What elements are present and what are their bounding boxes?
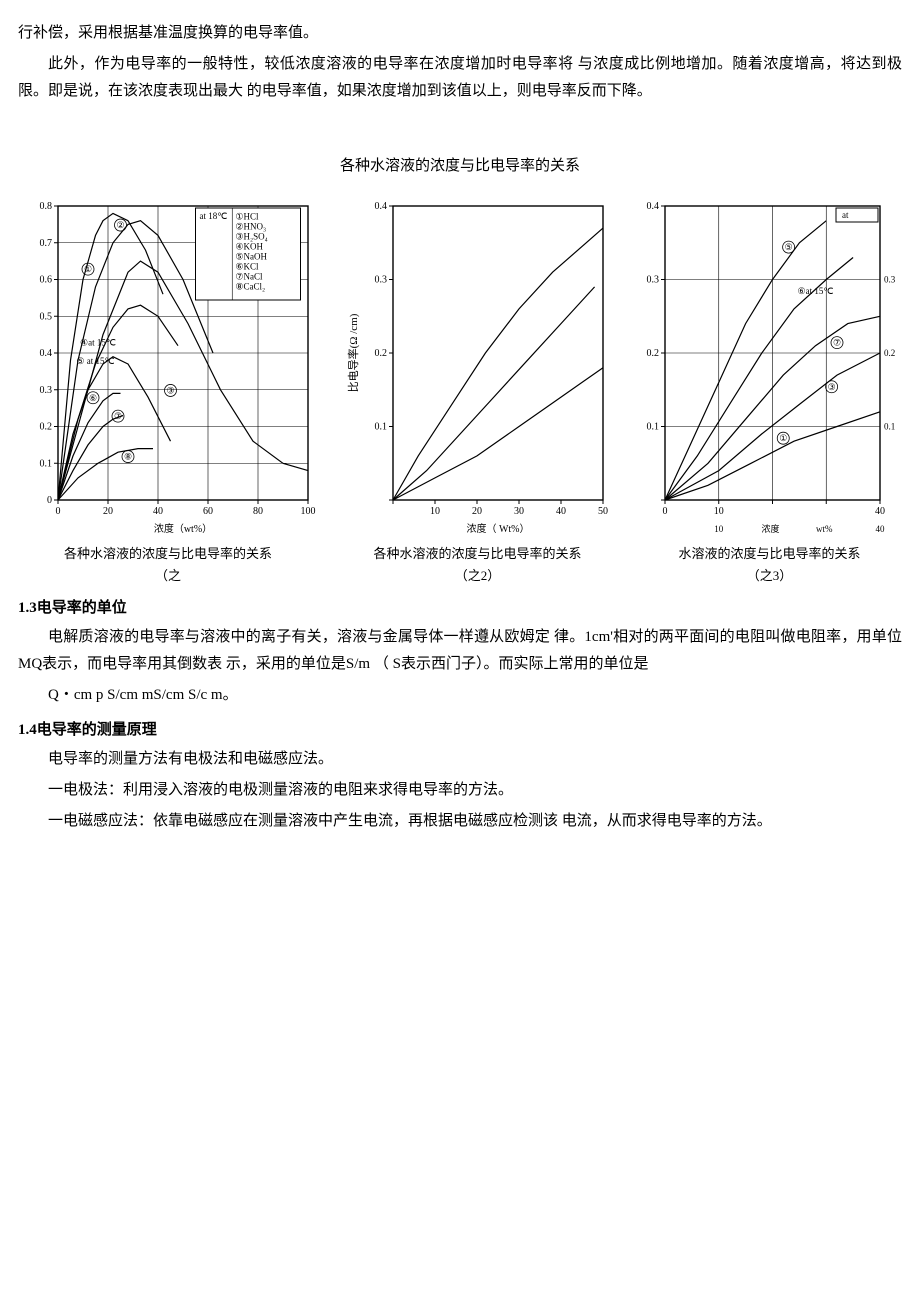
svg-text:10: 10	[714, 524, 724, 534]
svg-text:⑥: ⑥	[89, 393, 97, 403]
chart-1-sub: （之	[155, 564, 181, 587]
svg-text:40: 40	[556, 506, 566, 517]
svg-text:0.2: 0.2	[374, 348, 387, 359]
svg-text:40: 40	[153, 506, 163, 517]
svg-text:浓度（wt%）: 浓度（wt%）	[154, 522, 212, 535]
svg-text:0.8: 0.8	[40, 201, 53, 212]
svg-text:wt%: wt%	[816, 524, 833, 534]
svg-text:浓度: 浓度	[761, 523, 779, 534]
svg-text:60: 60	[203, 506, 213, 517]
svg-text:0: 0	[47, 495, 52, 506]
svg-text:0.1: 0.1	[374, 422, 387, 433]
chart-2-sub: （之2）	[455, 564, 501, 587]
chart-3-sub: （之3）	[747, 564, 793, 587]
svg-text:10: 10	[430, 506, 440, 517]
svg-text:0.4: 0.4	[40, 348, 53, 359]
svg-text:④KOH: ④KOH	[235, 242, 263, 252]
svg-text:⑤: ⑤	[785, 242, 793, 252]
svg-text:⑤NaOH: ⑤NaOH	[235, 252, 267, 262]
svg-text:30: 30	[514, 506, 524, 517]
chart-2-svg: 10 20 30 40 50 0.1 0.2 0.3 0.4 浓度（ Wt%） 比电导率(Ω /cm…	[343, 198, 613, 538]
svg-text:0: 0	[663, 506, 668, 517]
figure-main-title: 各种水溶液的浓度与比电导率的关系	[18, 153, 902, 180]
svg-text:⑧: ⑧	[124, 452, 132, 462]
svg-text:⑧CaCl₂: ⑧CaCl₂	[235, 282, 265, 292]
svg-text:0.3: 0.3	[40, 385, 53, 396]
paragraph-1-4-3: 一电磁感应法：依靠电磁感应在测量溶液中产生电流，再根据电磁感应检测该 电流，从而…	[18, 808, 902, 835]
svg-text:10: 10	[714, 506, 724, 517]
svg-text:20: 20	[103, 506, 113, 517]
svg-text:②HNO₃: ②HNO₃	[235, 222, 266, 232]
svg-text:0.3: 0.3	[884, 275, 896, 285]
svg-text:at: at	[842, 210, 849, 220]
svg-text:100: 100	[301, 506, 316, 517]
svg-text:⑥at 15℃: ⑥at 15℃	[798, 286, 834, 296]
svg-text:③: ③	[828, 382, 836, 392]
svg-text:①: ①	[779, 433, 787, 443]
paragraph-1-4-1: 电导率的测量方法有电极法和电磁感应法。	[18, 746, 902, 773]
paragraph-1-4-2: 一电极法：利用浸入溶液的电极测量溶液的电阻来求得电导率的方法。	[18, 777, 902, 804]
svg-text:at 18℃: at 18℃	[200, 211, 228, 221]
chart-3-block: 0 10 40 0.1 0.2 0.3 0.4 ⑤ ⑥at 15℃ ⑦ ③ ① 0.1 0.2 0.3 at 1…	[637, 198, 902, 587]
svg-text:0.3: 0.3	[647, 275, 660, 286]
svg-text:②: ②	[116, 220, 124, 230]
svg-text:浓度（ Wt%）: 浓度（ Wt%）	[466, 522, 529, 535]
svg-text:50: 50	[598, 506, 608, 517]
svg-text:0.1: 0.1	[40, 458, 53, 469]
svg-text:20: 20	[472, 506, 482, 517]
svg-text:80: 80	[253, 506, 263, 517]
svg-text:⑦: ⑦	[833, 338, 841, 348]
paragraph-continuation: 行补偿，采用根据基准温度换算的电导率值。	[18, 20, 902, 47]
svg-text:④at 15℃: ④at 15℃	[80, 338, 116, 348]
svg-text:①: ①	[84, 264, 92, 274]
heading-1-4: 1.4电导率的测量原理	[18, 717, 902, 744]
svg-text:0.7: 0.7	[40, 238, 53, 249]
paragraph-1-3-2: Q・cm p S/cm mS/cm S/c m。	[18, 682, 902, 709]
svg-text:40: 40	[876, 524, 886, 534]
charts-row: 02040608010000.10.20.30.40.50.60.70.8①②③…	[18, 198, 902, 587]
svg-text:⑦: ⑦	[114, 411, 122, 421]
svg-text:0.2: 0.2	[40, 422, 53, 433]
svg-text:0.5: 0.5	[40, 311, 53, 322]
svg-text:0.1: 0.1	[647, 422, 660, 433]
svg-text:比电导率(Ω /cm): 比电导率(Ω /cm)	[346, 313, 360, 392]
svg-text:0.2: 0.2	[647, 348, 660, 359]
chart-2-caption: 各种水溶液的浓度与比电导率的关系	[373, 544, 581, 564]
chart-3-caption: 水溶液的浓度与比电导率的关系	[678, 544, 860, 564]
svg-text:0.4: 0.4	[374, 201, 387, 212]
chart-1-svg: 0 20 40 60 80 100 0 0.1 0.2 0.3 0.4 0.5 0.6 0.7 0.8 ① ② ③…	[18, 198, 318, 538]
svg-text:⑥KCl: ⑥KCl	[235, 262, 259, 272]
chart-1-caption: 各种水溶液的浓度与比电导率的关系	[64, 544, 272, 564]
svg-text:0.6: 0.6	[40, 275, 53, 286]
heading-1-3: 1.3电导率的单位	[18, 595, 902, 622]
svg-text:0: 0	[56, 506, 61, 517]
chart-1-block: 0 20 40 60 80 100 0 0.1 0.2 0.3 0.4 0.5 0.6 0.7 0.8 ① ② ③…	[18, 198, 318, 587]
svg-text:0.4: 0.4	[647, 201, 660, 212]
paragraph-general-property: 此外，作为电导率的一般特性，较低浓度溶液的电导率在浓度增加时电导率将 与浓度成比…	[18, 51, 902, 105]
svg-text:0.3: 0.3	[374, 275, 387, 286]
svg-text:⑦NaCl: ⑦NaCl	[235, 272, 263, 282]
svg-text:0.2: 0.2	[884, 348, 895, 358]
svg-text:③: ③	[166, 385, 174, 395]
svg-text:40: 40	[875, 506, 885, 517]
paragraph-1-3-1: 电解质溶液的电导率与溶液中的离子有关，溶液与金属导体一样遵从欧姆定 律。1cm'…	[18, 624, 902, 678]
svg-text:⑤ at 15℃: ⑤ at 15℃	[76, 356, 114, 366]
chart-2-block: 10 20 30 40 50 0.1 0.2 0.3 0.4 浓度（ Wt%） 比电导率(Ω /cm…	[343, 198, 613, 587]
svg-text:③H₂SO₄: ③H₂SO₄	[235, 232, 267, 242]
chart-3-svg: 0 10 40 0.1 0.2 0.3 0.4 ⑤ ⑥at 15℃ ⑦ ③ ① 0.1 0.2 0.3 at 1…	[637, 198, 902, 538]
svg-text:①HCl: ①HCl	[235, 212, 259, 222]
svg-text:0.1: 0.1	[884, 422, 895, 432]
